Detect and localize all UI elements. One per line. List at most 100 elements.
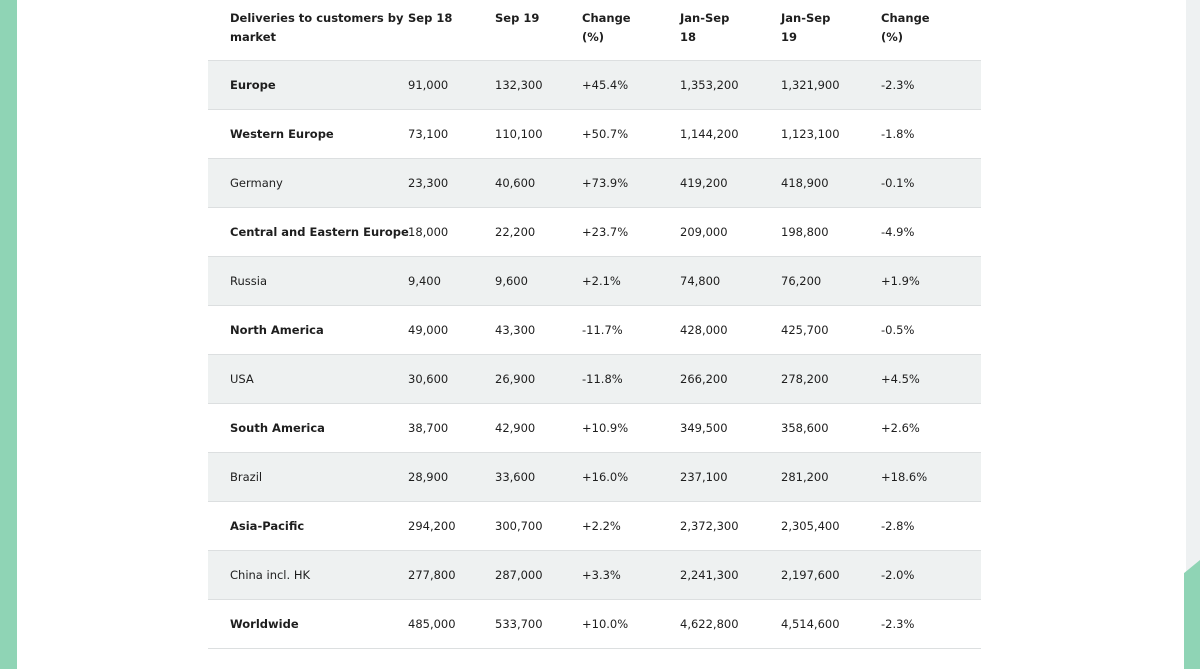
deliveries-table-container: Deliveries to customers by market Sep 18…: [208, 0, 981, 649]
cell-market: Russia: [208, 256, 408, 306]
cell-jansep18: 209,000: [680, 207, 781, 257]
cell-jansep18: 74,800: [680, 256, 781, 306]
header-change: Change (%): [582, 0, 680, 61]
cell-change: +10.0%: [582, 599, 680, 649]
table-row: Western Europe 73,100 110,100 +50.7% 1,1…: [208, 109, 981, 159]
cell-change: -11.8%: [582, 354, 680, 404]
cell-jansep18: 2,372,300: [680, 501, 781, 551]
cell-market: North America: [208, 305, 408, 355]
header-change-label: Change (%): [582, 11, 631, 44]
cell-sep18: 91,000: [408, 60, 495, 110]
cell-jansep18: 237,100: [680, 452, 781, 502]
cell-jansep19: 1,123,100: [781, 109, 881, 159]
cell-sep19: 110,100: [495, 109, 582, 159]
cell-sep19: 132,300: [495, 60, 582, 110]
cell-sep19: 26,900: [495, 354, 582, 404]
header-jansep19: Jan-Sep 19: [781, 0, 881, 61]
cell-change-ytd: -0.1%: [881, 158, 981, 208]
table-row: Europe 91,000 132,300 +45.4% 1,353,200 1…: [208, 60, 981, 110]
cell-sep18: 277,800: [408, 550, 495, 600]
header-change-ytd: Change (%): [881, 0, 981, 61]
table-row: Asia-Pacific 294,200 300,700 +2.2% 2,372…: [208, 501, 981, 551]
cell-market: Central and Eastern Europe: [208, 207, 409, 257]
cell-sep19: 533,700: [495, 599, 582, 649]
cell-change: +10.9%: [582, 403, 680, 453]
cell-jansep18: 419,200: [680, 158, 781, 208]
cell-sep18: 38,700: [408, 403, 495, 453]
cell-jansep18: 349,500: [680, 403, 781, 453]
cell-change-ytd: -4.9%: [881, 207, 981, 257]
table-row: Central and Eastern Europe 18,000 22,200…: [208, 207, 981, 257]
table-row: China incl. HK 277,800 287,000 +3.3% 2,2…: [208, 550, 981, 600]
cell-sep19: 300,700: [495, 501, 582, 551]
cell-sep18: 28,900: [408, 452, 495, 502]
header-jansep18-label: Jan-Sep 18: [680, 11, 730, 44]
table-row: Worldwide 485,000 533,700 +10.0% 4,622,8…: [208, 599, 981, 649]
header-sep18: Sep 18: [408, 0, 495, 61]
cell-change-ytd: -2.0%: [881, 550, 981, 600]
cell-market: Asia-Pacific: [208, 501, 408, 551]
cell-sep19: 33,600: [495, 452, 582, 502]
cell-change-ytd: -2.3%: [881, 599, 981, 649]
deliveries-table: Deliveries to customers by market Sep 18…: [208, 0, 981, 649]
cell-sep18: 23,300: [408, 158, 495, 208]
cell-change-ytd: -2.3%: [881, 60, 981, 110]
left-accent-bar: [0, 0, 17, 669]
cell-change: +45.4%: [582, 60, 680, 110]
cell-jansep19: 278,200: [781, 354, 881, 404]
cell-sep19: 9,600: [495, 256, 582, 306]
cell-sep19: 287,000: [495, 550, 582, 600]
cell-sep18: 49,000: [408, 305, 495, 355]
cell-change-ytd: +18.6%: [881, 452, 981, 502]
header-sep19: Sep 19: [495, 0, 582, 61]
cell-jansep18: 266,200: [680, 354, 781, 404]
cell-market: Brazil: [208, 452, 408, 502]
cell-jansep19: 425,700: [781, 305, 881, 355]
cell-change: -11.7%: [582, 305, 680, 355]
cell-jansep18: 2,241,300: [680, 550, 781, 600]
cell-change-ytd: +1.9%: [881, 256, 981, 306]
cell-jansep18: 1,144,200: [680, 109, 781, 159]
header-jansep19-label: Jan-Sep 19: [781, 11, 831, 44]
cell-jansep19: 1,321,900: [781, 60, 881, 110]
cell-change-ytd: +4.5%: [881, 354, 981, 404]
cell-market: China incl. HK: [208, 550, 408, 600]
cell-jansep19: 418,900: [781, 158, 881, 208]
cell-jansep19: 281,200: [781, 452, 881, 502]
cell-change: +16.0%: [582, 452, 680, 502]
table-row: Germany 23,300 40,600 +73.9% 419,200 418…: [208, 158, 981, 208]
cell-change-ytd: +2.6%: [881, 403, 981, 453]
cell-change-ytd: -2.8%: [881, 501, 981, 551]
cell-jansep18: 428,000: [680, 305, 781, 355]
cell-change-ytd: -1.8%: [881, 109, 981, 159]
cell-market: Germany: [208, 158, 408, 208]
cell-market: Europe: [208, 60, 408, 110]
cell-jansep19: 2,197,600: [781, 550, 881, 600]
header-sep18-label: Sep 18: [408, 11, 453, 25]
header-market: Deliveries to customers by market: [208, 0, 408, 61]
cell-sep18: 485,000: [408, 599, 495, 649]
cell-change: +50.7%: [582, 109, 680, 159]
table-row: South America 38,700 42,900 +10.9% 349,5…: [208, 403, 981, 453]
header-change-ytd-label: Change (%): [881, 11, 930, 44]
cell-change: +2.1%: [582, 256, 680, 306]
cell-change: +2.2%: [582, 501, 680, 551]
cell-sep18: 73,100: [408, 109, 495, 159]
cell-market: Worldwide: [208, 599, 408, 649]
cell-jansep19: 358,600: [781, 403, 881, 453]
cell-sep18: 9,400: [408, 256, 495, 306]
cell-market: South America: [208, 403, 408, 453]
cell-jansep18: 4,622,800: [680, 599, 781, 649]
cell-sep18: 30,600: [408, 354, 495, 404]
cell-sep18: 294,200: [408, 501, 495, 551]
cell-sep19: 43,300: [495, 305, 582, 355]
cell-jansep19: 2,305,400: [781, 501, 881, 551]
cell-jansep19: 76,200: [781, 256, 881, 306]
cell-sep19: 40,600: [495, 158, 582, 208]
cell-change-ytd: -0.5%: [881, 305, 981, 355]
table-header-row: Deliveries to customers by market Sep 18…: [208, 0, 981, 61]
cell-jansep19: 4,514,600: [781, 599, 881, 649]
table-row: USA 30,600 26,900 -11.8% 266,200 278,200…: [208, 354, 981, 404]
cell-change: +73.9%: [582, 158, 680, 208]
header-jansep18: Jan-Sep 18: [680, 0, 781, 61]
